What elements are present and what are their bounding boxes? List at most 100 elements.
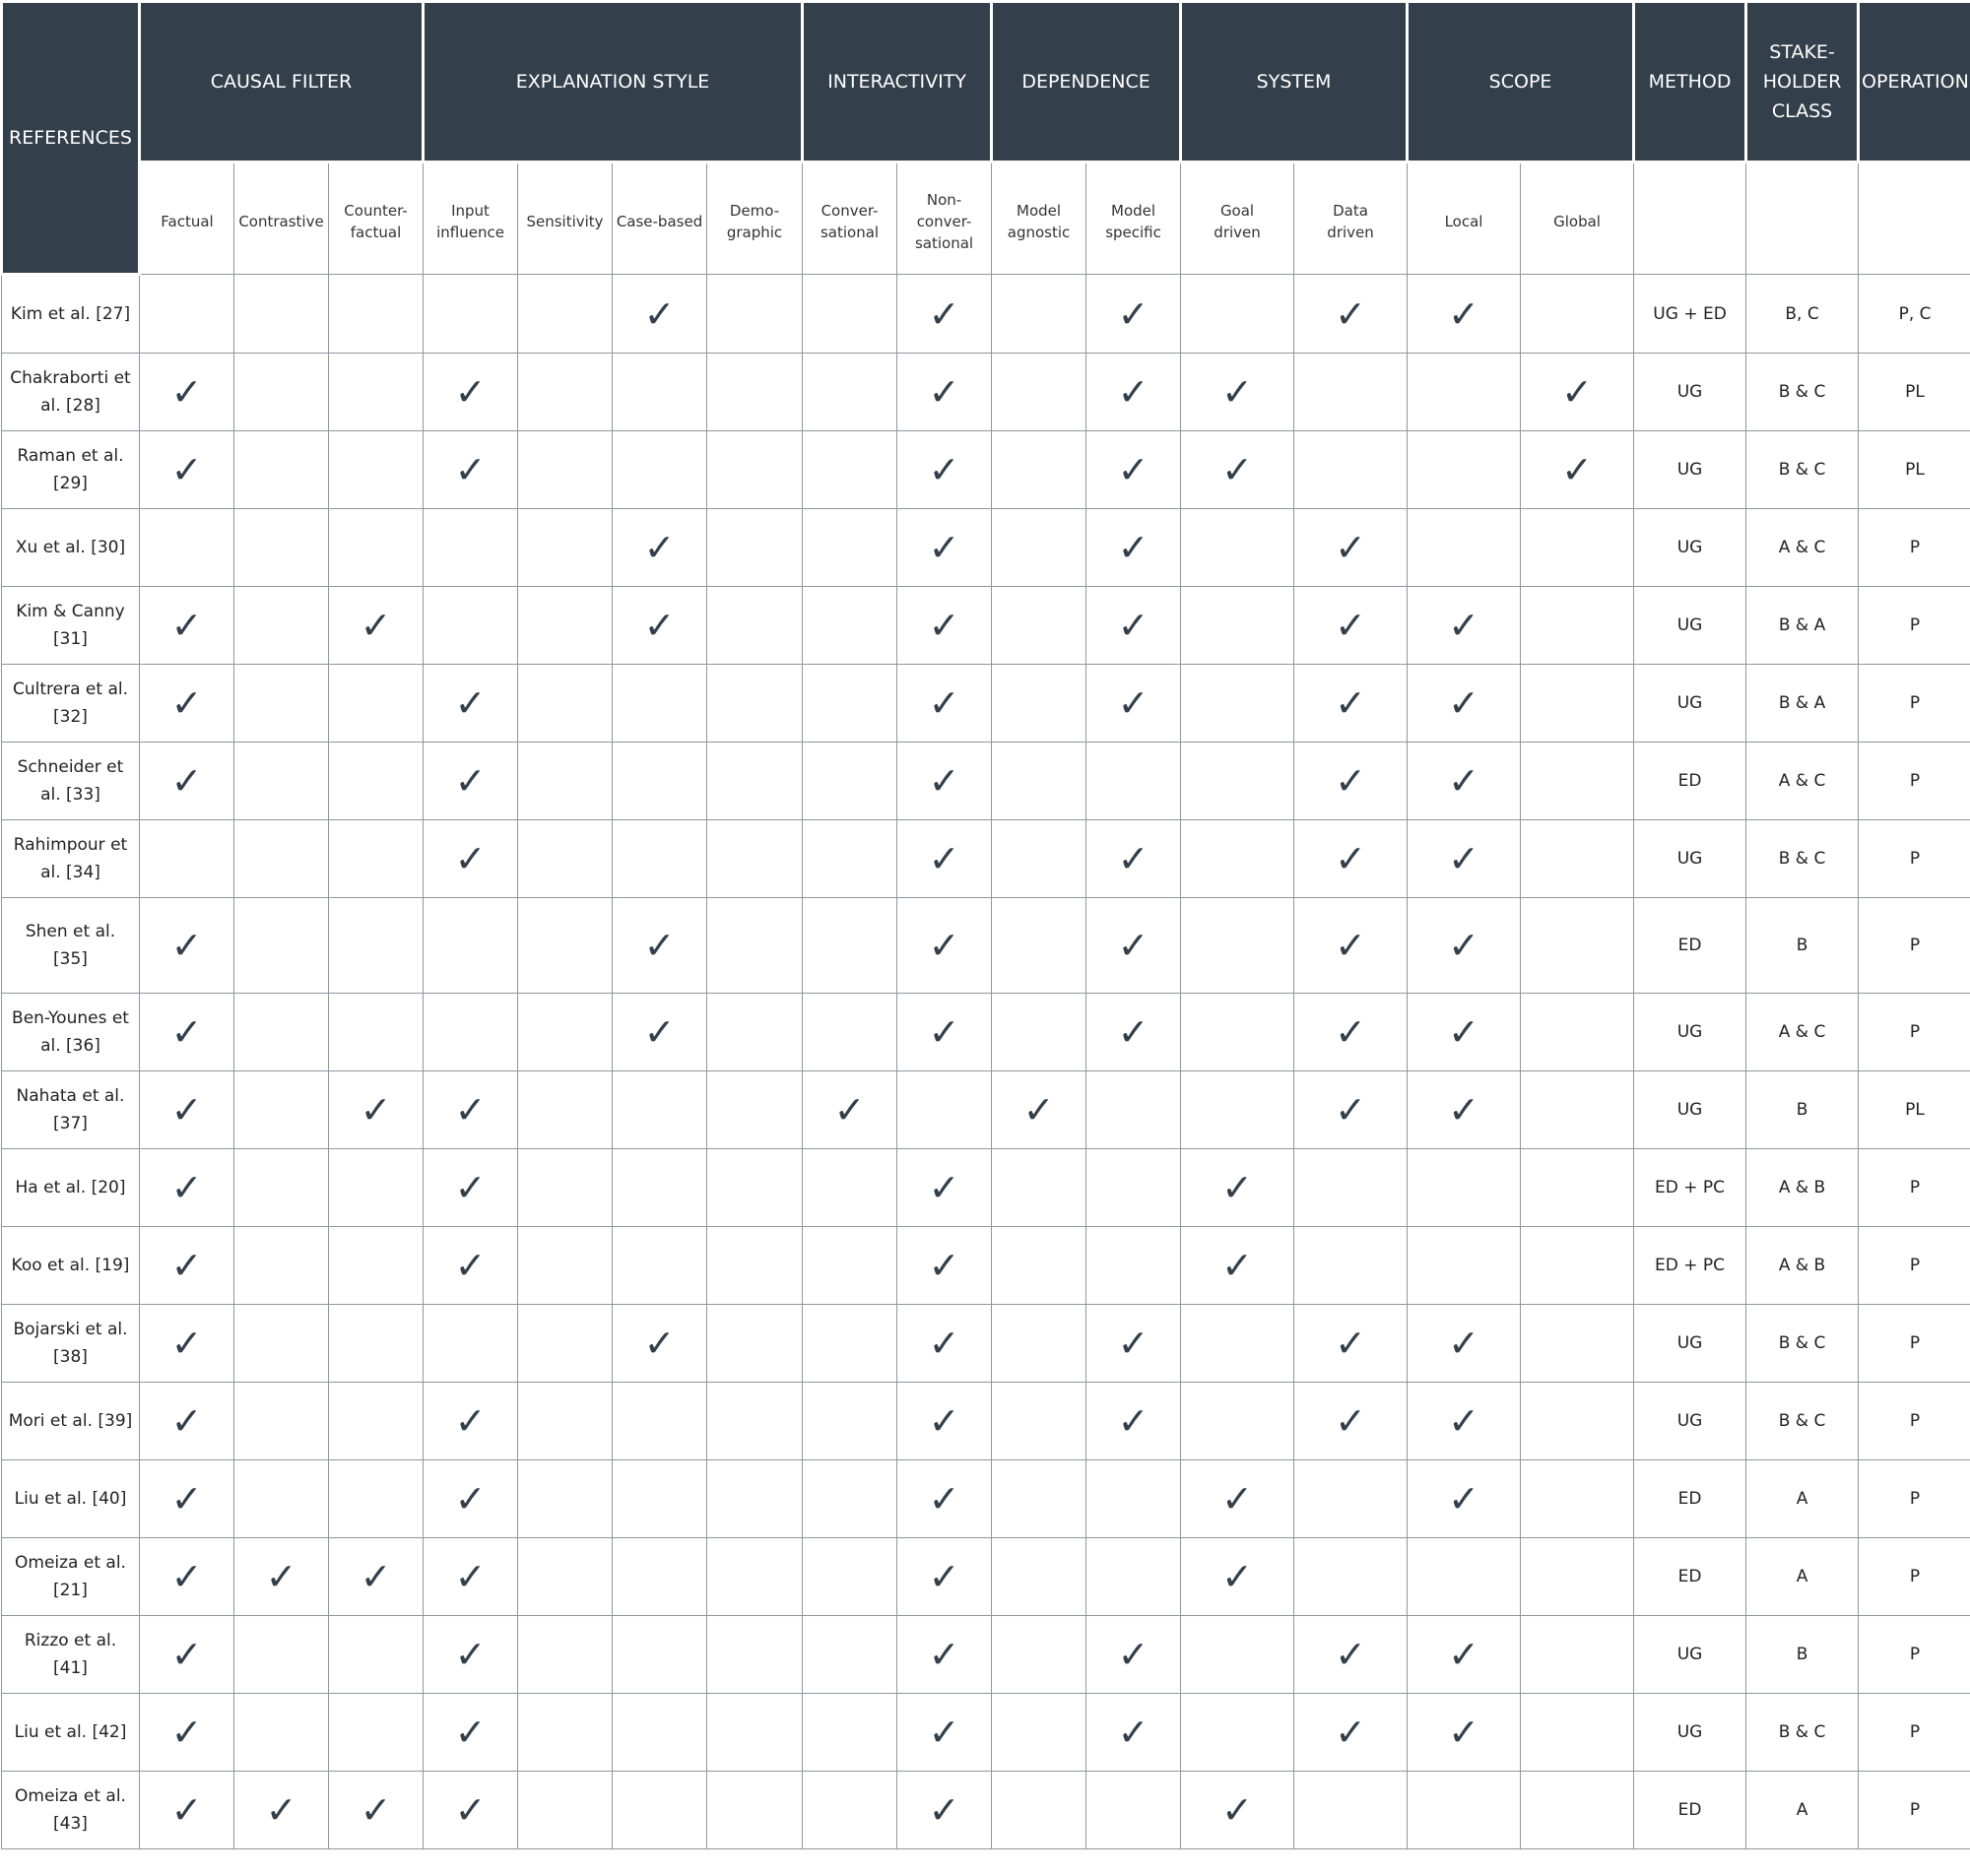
- text-cell: A & C: [1745, 508, 1860, 587]
- check-cell: ✓: [1293, 1070, 1409, 1149]
- column-header: Demo- graphic: [706, 162, 804, 275]
- check-cell: ✓: [1180, 1459, 1295, 1538]
- check-cell: ✓: [896, 993, 993, 1071]
- check-cell: ✓: [423, 1615, 519, 1694]
- check-cell: [1180, 586, 1295, 665]
- check-cell: ✓: [423, 1459, 519, 1538]
- reference-cell: Rizzo et al. [41]: [1, 1615, 140, 1694]
- check-cell: [612, 430, 708, 509]
- group-header: DEPENDENCE: [990, 0, 1183, 163]
- check-cell: ✓: [1085, 1304, 1182, 1383]
- text-cell: UG: [1633, 1382, 1747, 1460]
- check-cell: [517, 1459, 614, 1538]
- check-cell: [706, 1304, 804, 1383]
- check-cell: ✓: [139, 430, 234, 509]
- text-cell: A & C: [1745, 993, 1860, 1071]
- check-cell: ✓: [1407, 1070, 1522, 1149]
- text-cell: P: [1858, 1537, 1970, 1616]
- check-cell: ✓: [139, 1382, 234, 1460]
- check-cell: ✓: [327, 1771, 425, 1849]
- check-cell: [706, 993, 804, 1071]
- check-cell: ✓: [423, 819, 519, 898]
- check-cell: [1180, 1304, 1295, 1383]
- check-cell: ✓: [139, 1771, 234, 1849]
- reference-cell: Bojarski et al. [38]: [1, 1304, 140, 1383]
- check-cell: [612, 1382, 708, 1460]
- check-cell: [1293, 1771, 1409, 1849]
- column-header: Model specific: [1085, 162, 1182, 275]
- check-cell: [327, 1693, 425, 1772]
- check-cell: ✓: [896, 819, 993, 898]
- check-cell: [706, 430, 804, 509]
- check-cell: [139, 819, 234, 898]
- check-cell: ✓: [1085, 508, 1182, 587]
- check-cell: [423, 274, 519, 354]
- check-cell: ✓: [1407, 1693, 1522, 1772]
- check-cell: [517, 1148, 614, 1227]
- reference-cell: Liu et al. [42]: [1, 1693, 140, 1772]
- check-cell: [1520, 1693, 1635, 1772]
- check-cell: [802, 353, 898, 431]
- check-cell: [802, 1226, 898, 1305]
- check-cell: ✓: [327, 586, 425, 665]
- table-row: Nahata et al. [37] ✓ ✓ ✓ ✓ ✓ ✓ ✓ UG B PL: [1, 1070, 1970, 1149]
- group-header: METHOD: [1632, 0, 1748, 163]
- check-cell: [991, 1148, 1087, 1227]
- reference-cell: Xu et al. [30]: [1, 508, 140, 587]
- text-cell: P: [1858, 586, 1970, 665]
- check-cell: [1520, 1148, 1635, 1227]
- check-cell: ✓: [423, 742, 519, 820]
- check-cell: [1180, 274, 1295, 354]
- check-cell: [1520, 897, 1635, 994]
- check-cell: ✓: [139, 897, 234, 994]
- check-cell: [612, 819, 708, 898]
- check-cell: [706, 664, 804, 743]
- check-cell: [139, 508, 234, 587]
- column-header: [1633, 162, 1747, 275]
- check-cell: [327, 1148, 425, 1227]
- check-cell: [1520, 742, 1635, 820]
- text-cell: B & C: [1745, 819, 1860, 898]
- column-header: Local: [1407, 162, 1522, 275]
- check-cell: [1407, 1148, 1522, 1227]
- check-cell: ✓: [1085, 897, 1182, 994]
- check-cell: [991, 430, 1087, 509]
- check-cell: [802, 664, 898, 743]
- check-cell: [233, 1693, 329, 1772]
- check-cell: [706, 819, 804, 898]
- check-cell: ✓: [896, 1771, 993, 1849]
- check-cell: [233, 993, 329, 1071]
- check-cell: ✓: [327, 1070, 425, 1149]
- check-cell: ✓: [1180, 430, 1295, 509]
- check-cell: [233, 586, 329, 665]
- group-header: INTERACTIVITY: [801, 0, 994, 163]
- column-header: Model agnostic: [991, 162, 1087, 275]
- check-cell: [991, 993, 1087, 1071]
- text-cell: B & C: [1745, 1693, 1860, 1772]
- reference-cell: Omeiza et al. [21]: [1, 1537, 140, 1616]
- text-cell: ED: [1633, 1537, 1747, 1616]
- check-cell: ✓: [139, 664, 234, 743]
- check-cell: [991, 819, 1087, 898]
- check-cell: [1293, 1459, 1409, 1538]
- check-cell: [991, 1304, 1087, 1383]
- check-cell: ✓: [1407, 274, 1522, 354]
- check-cell: ✓: [1407, 993, 1522, 1071]
- check-cell: [706, 1459, 804, 1538]
- check-cell: [991, 1537, 1087, 1616]
- reference-cell: Ben-Younes et al. [36]: [1, 993, 140, 1071]
- check-cell: ✓: [1085, 664, 1182, 743]
- check-cell: [991, 1459, 1087, 1538]
- check-cell: [1520, 1615, 1635, 1694]
- text-cell: A: [1745, 1537, 1860, 1616]
- check-cell: ✓: [1085, 819, 1182, 898]
- table-header: REFERENCES CAUSAL FILTER EXPLANATION STYL…: [0, 0, 1970, 276]
- check-cell: ✓: [896, 586, 993, 665]
- table-body: Kim et al. [27] ✓ ✓ ✓ ✓ ✓ UG + ED B, C P, C Chakr…: [1, 274, 1970, 1849]
- text-cell: P, C: [1858, 274, 1970, 354]
- text-cell: UG: [1633, 1304, 1747, 1383]
- text-cell: P: [1858, 993, 1970, 1071]
- check-cell: [233, 1459, 329, 1538]
